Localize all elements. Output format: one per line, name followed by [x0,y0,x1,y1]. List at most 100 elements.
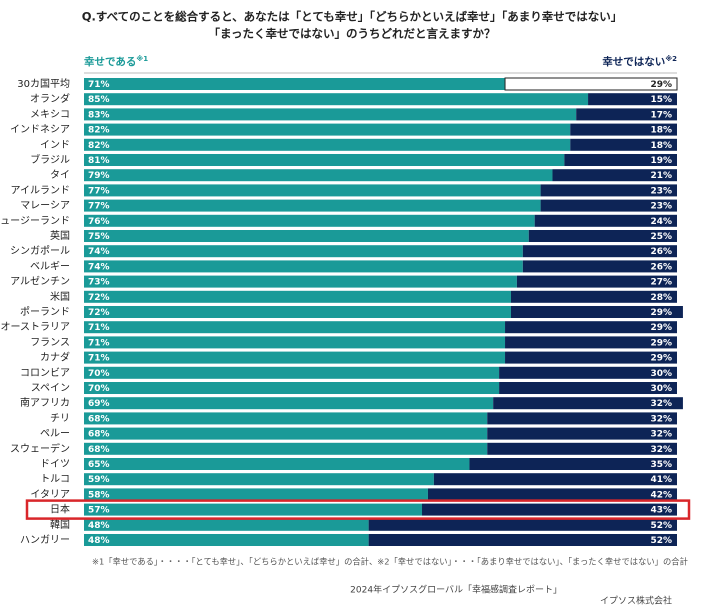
value-label: 32% [650,414,672,424]
bar [84,275,517,288]
bar [84,518,369,531]
bar [84,397,494,410]
bar [84,184,541,197]
y-tick-label: ベルギー [30,260,70,272]
bar [84,488,428,501]
value-label: 32% [650,430,672,440]
bar [84,245,523,258]
bar [487,412,677,425]
bar [505,321,677,334]
value-label: 29% [650,338,672,348]
source: 2024年イプソスグローバル「幸福感調査レポート」 [350,584,562,596]
bar [552,169,677,182]
value-label: 59% [88,475,110,485]
bar [84,382,500,394]
y-tick-label: フランス [30,336,70,348]
value-label: 83% [88,110,110,120]
bar [368,518,677,531]
legend-note: ※1 [136,54,148,63]
bar [84,169,553,182]
bar [505,336,677,349]
bar [510,290,677,303]
bar [84,230,529,242]
y-tick-label: イタリア [30,488,70,500]
legend-text: 幸せではない [602,55,665,68]
value-label: 30% [650,369,672,379]
value-label: 32% [650,445,672,455]
value-label: 71% [88,354,110,364]
bar [84,306,511,318]
y-tick-label: 米国 [50,290,70,303]
bar [570,123,677,136]
bar [84,427,488,440]
bar [516,275,677,288]
bar [493,397,683,410]
value-label: 43% [650,506,672,516]
bar [576,108,677,121]
value-label: 69% [88,399,110,409]
value-label: 41% [650,475,672,485]
bar [534,214,677,227]
bar [84,442,488,455]
bar [427,488,677,501]
bar [422,503,677,516]
y-tick-label: ポーランド [20,306,70,318]
value-label: 58% [88,490,110,500]
value-label: 32% [650,399,672,409]
value-label: 18% [650,126,672,136]
value-label: 42% [650,490,672,500]
footnote: ※1「幸せである」・・・・「とても幸せ」、「どちらかといえば幸せ」の合計、※2「… [92,557,688,567]
bar [540,199,677,212]
legend-text: 幸せである [84,55,136,68]
bar [499,366,677,379]
bar [499,382,677,394]
chart-title: 「まったく幸せではない」のうちどれだと言えますか？ [208,27,495,41]
value-label: 82% [88,141,110,151]
bar [487,442,677,455]
y-tick-label: メキシコ [30,109,70,120]
value-label: 72% [88,308,110,318]
value-label: 77% [88,186,110,196]
value-label: 28% [650,293,672,303]
value-label: 71% [88,323,110,333]
value-label: 29% [650,323,672,333]
y-tick-label: ドイツ [40,459,70,470]
value-label: 79% [88,171,110,181]
value-label: 72% [88,293,110,303]
y-tick-label: インド [40,140,70,151]
value-label: 74% [88,247,110,257]
value-label: 52% [650,521,672,531]
value-label: 82% [88,126,110,136]
bar [522,245,677,258]
bar [588,93,677,106]
bar [433,473,677,486]
value-label: 26% [650,247,672,257]
bar [84,290,511,303]
legend-note: ※2 [665,54,677,63]
bar [504,77,678,91]
bar [84,78,506,90]
value-label: 73% [88,278,110,288]
bar [510,306,683,318]
bar [84,503,423,516]
y-tick-label: 韓国 [50,519,70,531]
bar [469,458,677,470]
y-tick-label: カナダ [40,351,70,364]
y-tick-label: スペイン [31,383,70,394]
y-tick-label: マレーシア [20,201,70,212]
y-tick-label: オランダ [30,92,70,105]
value-label: 19% [650,156,672,166]
bar [84,123,571,136]
value-label: 27% [650,278,672,288]
value-label: 52% [650,536,672,546]
bar [84,93,589,106]
y-tick-label: 英国 [50,229,70,242]
value-label: 18% [650,141,672,151]
bar [528,230,677,242]
bar [564,154,677,166]
value-label: 65% [88,460,110,470]
y-tick-label: ペルー [40,429,70,440]
bar [84,154,565,166]
bar [84,108,577,121]
